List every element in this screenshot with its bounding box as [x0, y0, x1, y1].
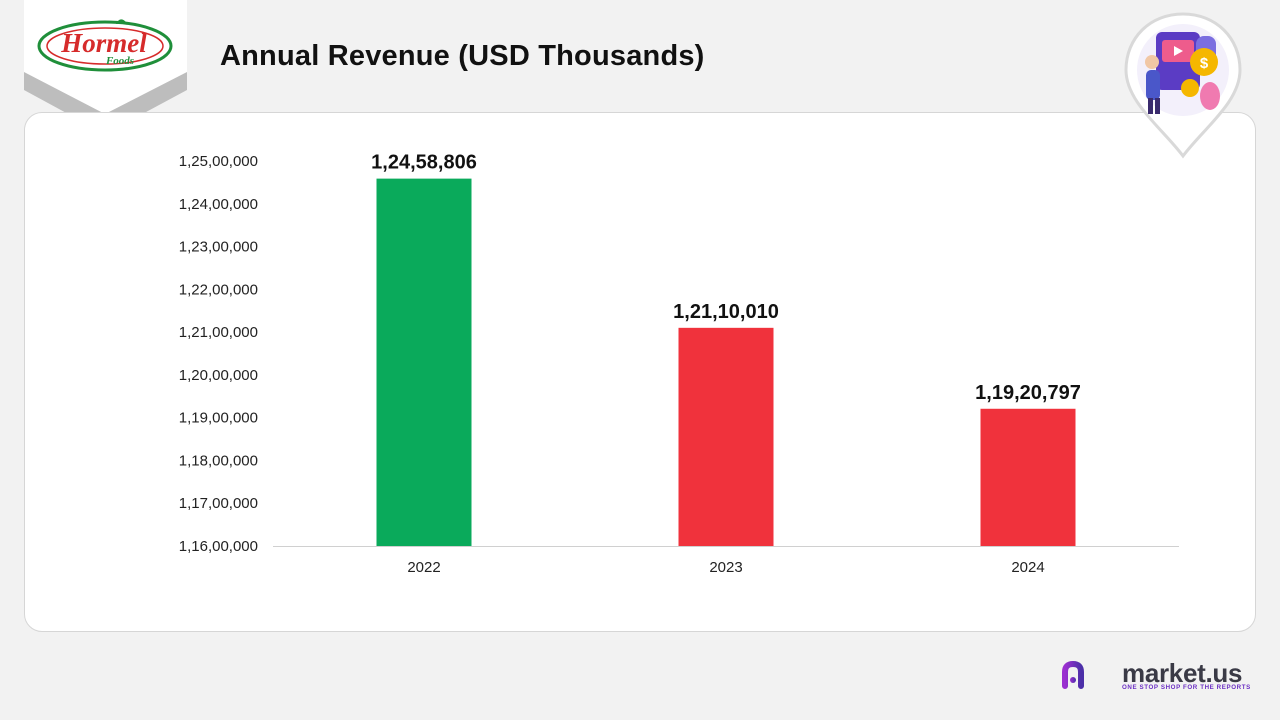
y-tick-label: 1,25,00,000: [179, 153, 258, 170]
market-us-logo-icon: [1062, 659, 1107, 689]
bar-2023: [678, 327, 774, 546]
x-category-label: 2023: [709, 559, 742, 576]
y-tick-label: 1,16,00,000: [179, 538, 258, 555]
logo-brand-word: Hormel: [60, 28, 147, 58]
y-tick-label: 1,23,00,000: [179, 239, 258, 256]
y-tick-label: 1,18,00,000: [179, 452, 258, 469]
page-title: Annual Revenue (USD Thousands): [220, 40, 705, 72]
chart-card: 1,16,00,000 1,17,00,000 1,18,00,000 1,19,00…: [24, 112, 1256, 632]
brand-tagline: ONE STOP SHOP FOR THE REPORTS: [1122, 684, 1251, 691]
hormel-logo-badge: Hormel Foods: [24, 0, 187, 134]
brand-name: market.us: [1122, 658, 1243, 688]
bar-2024: [980, 408, 1076, 546]
y-tick-label: 1,19,00,000: [179, 410, 258, 427]
bar-chart: 1,16,00,000 1,17,00,000 1,18,00,000 1,19,00…: [179, 152, 1179, 576]
y-tick-label: 1,17,00,000: [179, 495, 258, 512]
bar-value-label: 1,19,20,797: [975, 382, 1081, 404]
y-tick-label: 1,24,00,000: [179, 196, 258, 213]
y-tick-label: 1,20,00,000: [179, 367, 258, 384]
y-tick-label: 1,22,00,000: [179, 281, 258, 298]
x-category-label: 2022: [407, 559, 440, 576]
market-us-brand: market.us ONE STOP SHOP FOR THE REPORTS: [1062, 658, 1262, 694]
bar-2022: [376, 178, 472, 546]
logo-sub-word: Foods: [105, 55, 134, 67]
y-tick-label: 1,21,00,000: [179, 324, 258, 341]
finance-pin-illustration: $: [1124, 12, 1242, 159]
x-category-label: 2024: [1011, 559, 1044, 576]
svg-text:$: $: [1200, 55, 1209, 72]
bar-value-label: 1,21,10,010: [673, 301, 779, 323]
bar-value-label: 1,24,58,806: [371, 152, 477, 174]
